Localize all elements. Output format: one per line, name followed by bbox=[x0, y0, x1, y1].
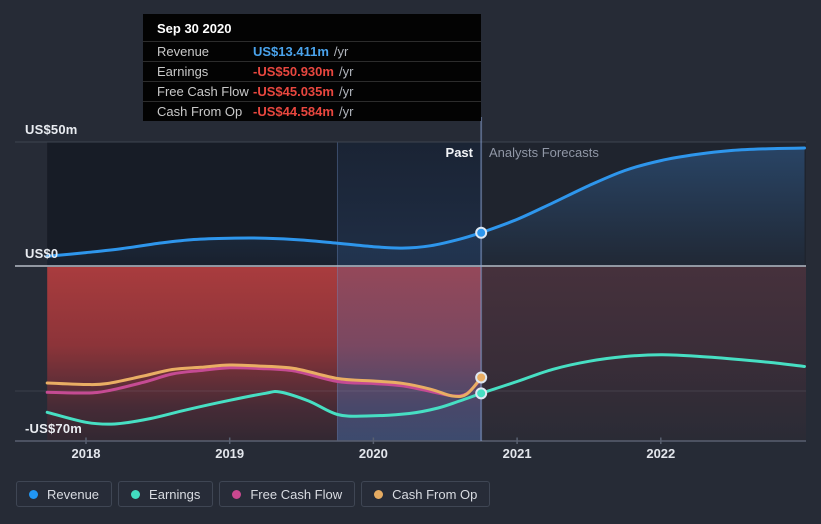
tooltip-row-unit: /yr bbox=[338, 64, 354, 79]
x-axis-label: 2022 bbox=[646, 446, 676, 461]
analysts-forecasts-label: Analysts Forecasts bbox=[489, 145, 599, 160]
legend-dot-icon bbox=[29, 489, 38, 499]
legend-toggle-cash-from-op[interactable]: Cash From Op bbox=[361, 481, 491, 507]
tooltip-row: Cash From Op -US$44.584m/yr bbox=[143, 101, 481, 121]
legend-dot-icon bbox=[131, 489, 141, 499]
revenue-area-fill bbox=[47, 148, 805, 266]
chart-legend: Revenue Earnings Free Cash Flow Cash From O… bbox=[16, 481, 491, 507]
tooltip-row: Revenue US$13.411m/yr bbox=[143, 41, 481, 61]
x-axis-label: 2019 bbox=[215, 446, 245, 461]
past-label: Past bbox=[445, 145, 473, 160]
tooltip-row-label: Free Cash Flow bbox=[157, 84, 249, 99]
legend-dot-icon bbox=[374, 489, 384, 499]
legend-toggle-free-cash-flow[interactable]: Free Cash Flow bbox=[219, 481, 356, 507]
y-axis-label: -US$70m bbox=[25, 421, 83, 436]
tooltip-row-label: Earnings bbox=[157, 64, 209, 79]
tooltip-row-value: -US$45.035m bbox=[253, 84, 334, 99]
y-axis-label: US$50m bbox=[25, 122, 78, 137]
cash-from-op-line-past bbox=[45, 363, 483, 399]
tooltip-row-unit: /yr bbox=[333, 44, 349, 59]
earnings-line-forecast bbox=[479, 353, 806, 395]
earnings-line-past bbox=[45, 389, 483, 426]
tooltip-row-label: Revenue bbox=[157, 44, 210, 59]
x-axis-label: 2020 bbox=[358, 446, 388, 461]
tooltip-row-value: -US$44.584m bbox=[253, 104, 334, 119]
tooltip-row-value: US$13.411m bbox=[253, 44, 329, 59]
tooltip-row-label: Cash From Op bbox=[157, 104, 243, 119]
tooltip-row: Free Cash Flow -US$45.035m/yr bbox=[143, 81, 481, 101]
chart-tooltip: Sep 30 2020 Revenue US$13.411m/yr Earnings… bbox=[143, 14, 481, 121]
y-axis-label: US$0 bbox=[25, 246, 59, 261]
legend-toggle-revenue[interactable]: Revenue bbox=[16, 481, 113, 507]
revenue-line-forecast bbox=[479, 146, 806, 235]
legend-toggle-earnings[interactable]: Earnings bbox=[118, 481, 214, 507]
tooltip-row-unit: /yr bbox=[338, 84, 354, 99]
revenue-marker bbox=[475, 226, 488, 239]
legend-label: Cash From Op bbox=[392, 486, 478, 502]
revenue-line-past bbox=[45, 231, 483, 258]
earnings-marker bbox=[475, 387, 488, 400]
x-axis-label: 2021 bbox=[502, 446, 532, 461]
tooltip-row: Earnings -US$50.930m/yr bbox=[143, 61, 481, 81]
legend-label: Revenue bbox=[47, 486, 100, 502]
tooltip-row-unit: /yr bbox=[338, 104, 354, 119]
legend-dot-icon bbox=[232, 489, 242, 499]
legend-label: Free Cash Flow bbox=[250, 486, 343, 502]
tooltip-row-value: -US$50.930m bbox=[253, 64, 334, 79]
tooltip-date: Sep 30 2020 bbox=[157, 21, 232, 36]
highlight-band bbox=[337, 142, 482, 441]
cash-from-op-marker bbox=[475, 371, 488, 384]
legend-label: Earnings bbox=[149, 486, 201, 502]
x-axis-label: 2018 bbox=[71, 446, 101, 461]
